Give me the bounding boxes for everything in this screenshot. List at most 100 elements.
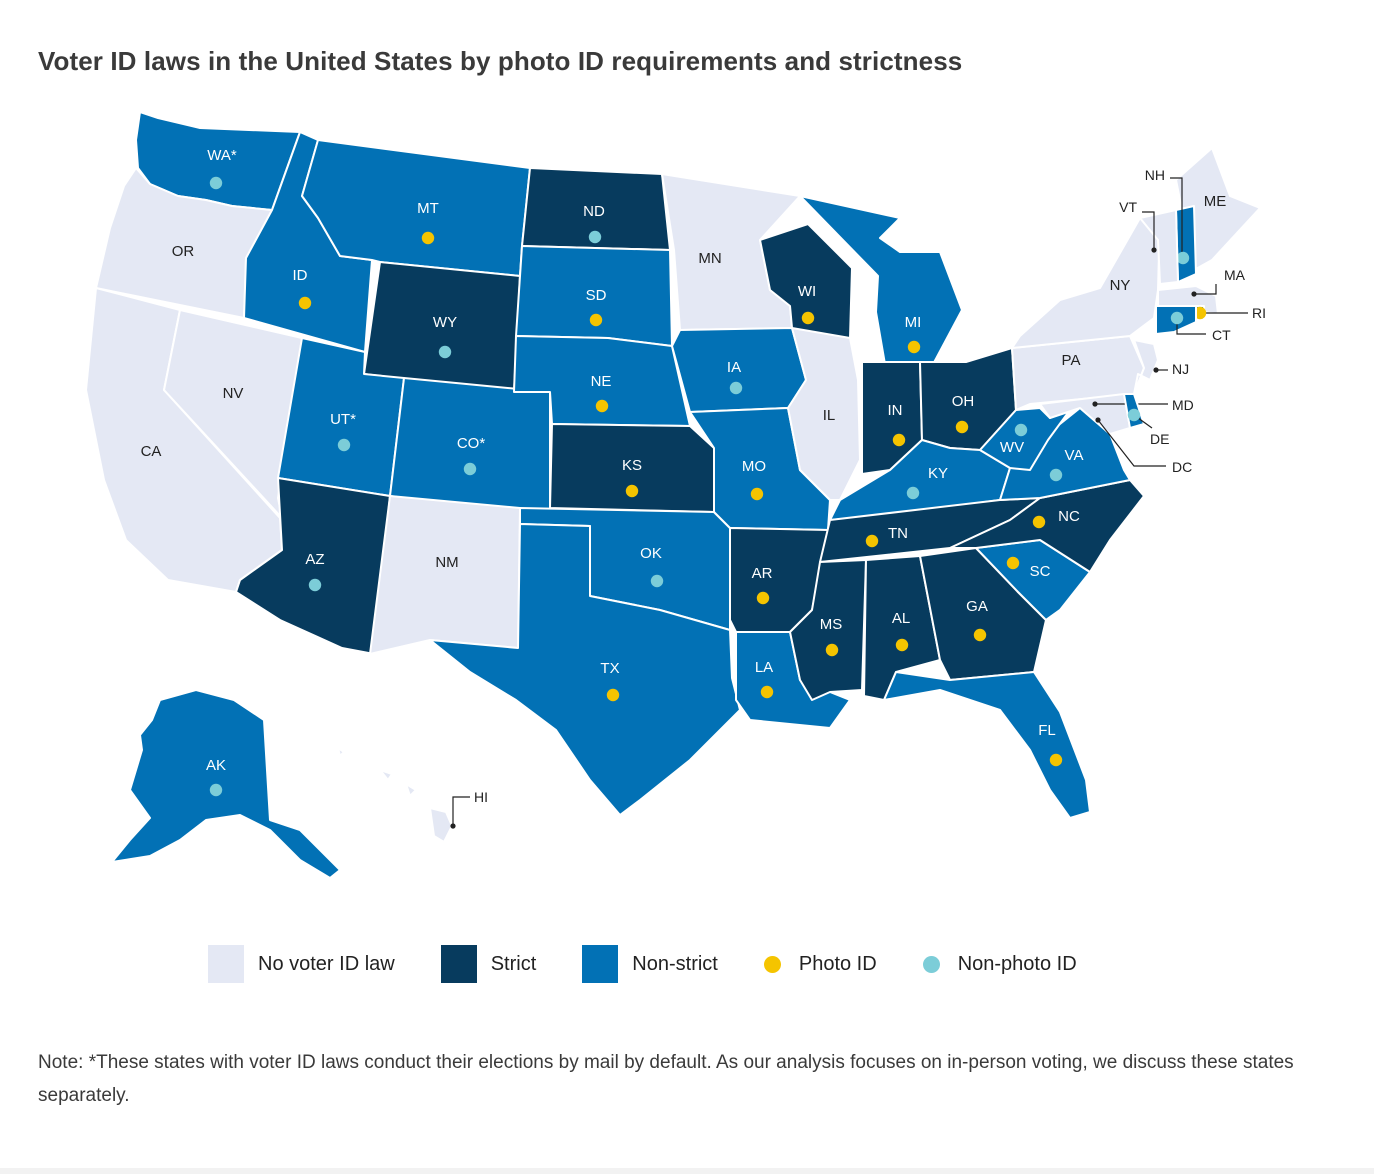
legend: No voter ID law Strict Non-strict Photo … <box>208 944 1123 984</box>
id-marker-nd <box>588 230 602 244</box>
id-marker-tn <box>865 534 879 548</box>
state-label-az: AZ <box>305 551 324 568</box>
state-label-wy: WY <box>433 314 457 331</box>
chart-title: Voter ID laws in the United States by ph… <box>38 46 963 76</box>
id-marker-ut <box>337 438 351 452</box>
state-label-nd: ND <box>583 203 605 220</box>
state-shape-hi-3 <box>429 807 453 843</box>
state-wy: WY <box>363 261 521 393</box>
state-md: MD <box>1039 393 1194 435</box>
id-marker-ga <box>973 628 987 642</box>
state-label-co: CO* <box>457 435 486 452</box>
state-label-ne: NE <box>591 373 612 390</box>
id-marker-ky <box>906 486 920 500</box>
leader-dot-dc <box>1095 417 1101 423</box>
state-label-ks: KS <box>622 457 642 474</box>
id-marker-ak <box>209 783 223 797</box>
state-ct: CT <box>1155 305 1231 343</box>
id-marker-wi <box>801 311 815 325</box>
state-label-or: OR <box>172 243 195 260</box>
state-label-sc: SC <box>1030 563 1051 580</box>
legend-item-non-photo-id: Non-photo ID <box>922 953 1077 976</box>
id-marker-tx <box>606 688 620 702</box>
id-marker-ar <box>756 591 770 605</box>
state-label-nm: NM <box>435 554 458 571</box>
state-nc: NC <box>949 479 1145 573</box>
state-ri: RI <box>1193 305 1266 321</box>
state-ak: AK <box>111 689 341 879</box>
state-pa: PA <box>1011 335 1145 411</box>
state-nm: NM <box>369 495 521 655</box>
leader-line-ma <box>1194 284 1217 295</box>
state-de: DE <box>1123 393 1169 447</box>
id-marker-sc <box>1006 556 1020 570</box>
id-marker-mi <box>907 340 921 354</box>
id-marker-va <box>1049 468 1063 482</box>
state-label-tn: TN <box>888 525 908 542</box>
legend-item-photo-id: Photo ID <box>763 952 877 976</box>
id-marker-ne <box>595 399 609 413</box>
id-marker-mt <box>421 231 435 245</box>
state-il: IL <box>787 327 861 501</box>
legend-label-strict: Strict <box>490 952 537 975</box>
state-shape-nm <box>369 495 521 655</box>
id-marker-co <box>463 462 477 476</box>
state-label-ak: AK <box>206 757 226 774</box>
id-marker-ok <box>650 574 664 588</box>
state-tx: TX <box>429 523 741 816</box>
state-label-ri: RI <box>1252 305 1266 321</box>
state-label-id: ID <box>293 267 308 284</box>
state-label-al: AL <box>892 610 910 627</box>
state-shape-ny <box>1011 215 1161 349</box>
id-marker-al <box>895 638 909 652</box>
legend-item-non-strict: Non-strict <box>582 945 718 983</box>
leader-dot-md <box>1092 401 1098 407</box>
state-label-va: VA <box>1065 447 1084 464</box>
id-marker-in <box>892 433 906 447</box>
state-la: LA <box>735 631 851 729</box>
state-label-ca: CA <box>141 443 162 460</box>
state-label-ar: AR <box>752 565 773 582</box>
state-label-nh: NH <box>1145 167 1165 183</box>
state-nj: NJ <box>1133 339 1189 395</box>
state-shape-hi-2 <box>405 783 417 797</box>
id-marker-nh <box>1176 251 1190 265</box>
state-shape-tx <box>429 523 741 816</box>
id-marker-la <box>760 685 774 699</box>
id-marker-ks <box>625 484 639 498</box>
state-sd: SD <box>515 245 673 347</box>
state-shape-hi <box>337 747 345 757</box>
footnote: Note: *These states with voter ID laws c… <box>38 1052 1294 1106</box>
leader-line-nh <box>1170 177 1183 258</box>
id-marker-de <box>1127 408 1141 422</box>
state-label-ga: GA <box>966 598 988 615</box>
legend-label-photo-id: Photo ID <box>798 952 877 975</box>
leader-dot-ma <box>1191 291 1197 297</box>
state-label-ct: CT <box>1212 327 1231 343</box>
state-label-ny: NY <box>1110 277 1131 294</box>
state-label-nj: NJ <box>1172 361 1189 377</box>
state-shape-nh <box>1175 205 1197 283</box>
id-marker-az <box>308 578 322 592</box>
us-voter-id-map: WA* OR CA NV ID MT WY UT* AZ CO* NM ND SD NE KS OK TX MN I… <box>85 111 1266 879</box>
id-marker-wv <box>1014 423 1028 437</box>
state-label-mi: MI <box>905 314 922 331</box>
state-label-oh: OH <box>952 393 975 410</box>
state-label-wv: WV <box>1000 439 1024 456</box>
legend-swatch-no-law <box>208 945 244 983</box>
state-shape-fl <box>883 671 1091 819</box>
state-label-me: ME <box>1204 193 1227 210</box>
id-marker-nc <box>1032 515 1046 529</box>
state-label-md: MD <box>1172 397 1194 413</box>
id-marker-ct <box>1170 311 1184 325</box>
state-label-tx: TX <box>600 660 619 677</box>
state-label-mn: MN <box>698 250 721 267</box>
state-label-nv: NV <box>223 385 244 402</box>
legend-swatch-strict <box>440 945 477 983</box>
state-label-nc: NC <box>1058 508 1080 525</box>
leader-dot-vt <box>1151 247 1157 253</box>
state-co: CO* <box>389 377 551 519</box>
id-marker-wy <box>438 345 452 359</box>
state-shape-nc <box>949 479 1145 573</box>
id-marker-fl <box>1049 753 1063 767</box>
